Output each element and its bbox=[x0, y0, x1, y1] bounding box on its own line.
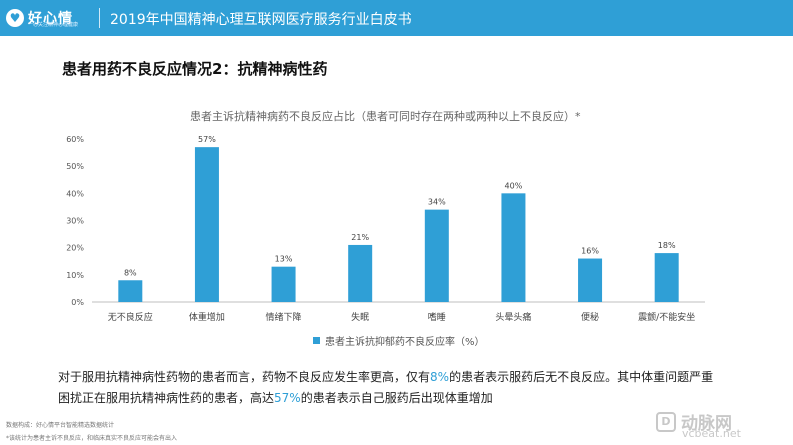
data-label: 16% bbox=[581, 247, 599, 256]
bar bbox=[424, 209, 449, 302]
summary-part1: 对于服用抗精神病性药物的患者而言，药物不良反应发生率更高，仅有 bbox=[58, 370, 431, 384]
data-label: 57% bbox=[198, 135, 216, 144]
chart-legend: 患者主诉抗抑郁药不良反应率（%） bbox=[313, 333, 485, 348]
data-source-note: 数据构成：好心情平台智能精选数据统计 bbox=[6, 422, 115, 429]
bar bbox=[348, 244, 373, 302]
x-tick-label: 情绪下降 bbox=[266, 311, 302, 323]
bar bbox=[194, 147, 219, 302]
bar bbox=[118, 280, 143, 302]
section-title: 患者用药不良反应情况2：抗精神病性药 bbox=[62, 60, 328, 78]
legend-label: 患者主诉抗抑郁药不良反应率（%） bbox=[325, 337, 485, 348]
x-tick-label: 头晕头痛 bbox=[495, 311, 531, 323]
summary-part2: 的患者表示服药后无不良反应。其中体重问题严重困扰正在服用抗精神病性药的患者，高达 bbox=[58, 370, 714, 405]
footnote: *该统计为患者主诉不良反应，和临床真实不良反应可能会有出入 bbox=[6, 435, 178, 442]
bar-chart: 0% 10% 20% 30% 40% 50% 60% 8% 无不良反应 57% 体重增加 13% 情绪下… bbox=[66, 135, 705, 323]
data-label: 18% bbox=[658, 241, 676, 250]
y-tick-label: 30% bbox=[66, 217, 84, 226]
summary-text: 对于服用抗精神病性药物的患者而言，药物不良反应发生率更高，仅有8%的患者表示服药… bbox=[58, 367, 718, 409]
bar bbox=[271, 266, 296, 302]
header-divider bbox=[99, 8, 100, 28]
summary-highlight-weight-gain: 57% bbox=[274, 391, 301, 405]
data-label: 21% bbox=[351, 233, 369, 242]
bar bbox=[501, 193, 526, 302]
data-label: 8% bbox=[124, 268, 137, 277]
y-tick-label: 50% bbox=[66, 162, 84, 171]
summary-highlight-no-reaction: 8% bbox=[430, 370, 450, 384]
heart-icon: ♥ bbox=[6, 9, 24, 27]
report-title: 2019年中国精神心理互联网医疗服务行业白皮书 bbox=[110, 12, 412, 28]
x-tick-label: 便秘 bbox=[581, 311, 599, 323]
y-tick-label: 0% bbox=[71, 298, 84, 307]
x-tick-label: 无不良反应 bbox=[108, 311, 153, 323]
legend-swatch bbox=[313, 337, 320, 344]
chart-title: 患者主诉抗精神病药不良反应占比（患者可同时存在两种或两种以上不良反应）* bbox=[190, 110, 581, 123]
data-label: 40% bbox=[505, 181, 523, 190]
y-tick-label: 20% bbox=[66, 244, 84, 253]
y-tick-label: 40% bbox=[66, 189, 84, 198]
logo-subtitle: 一心关注精神心理健康 bbox=[28, 22, 79, 28]
bar bbox=[654, 253, 679, 302]
y-tick-label: 60% bbox=[66, 135, 84, 144]
header-bar: ♥ 好心情 一心关注精神心理健康 2019年中国精神心理互联网医疗服务行业白皮书 bbox=[0, 0, 793, 36]
x-tick-label: 嗜睡 bbox=[428, 311, 446, 323]
watermark-name: 动脉网 bbox=[681, 414, 732, 434]
y-tick-label: 10% bbox=[66, 271, 84, 280]
watermark-icon: D bbox=[656, 411, 676, 432]
logo-text: 好心情 bbox=[28, 11, 73, 27]
watermark-logo: D 动脉网 bbox=[656, 409, 732, 434]
summary-part3: 的患者表示自己服药后出现体重增加 bbox=[300, 391, 493, 405]
bar bbox=[578, 258, 603, 302]
watermark-url: vcbeat.net bbox=[682, 427, 741, 440]
data-label: 13% bbox=[275, 255, 293, 264]
data-label: 34% bbox=[428, 198, 446, 207]
x-tick-label: 体重增加 bbox=[189, 311, 225, 323]
x-tick-label: 失眠 bbox=[351, 311, 369, 323]
x-tick-label: 震颤/不能安坐 bbox=[638, 311, 695, 323]
brand-logo: ♥ 好心情 bbox=[6, 5, 73, 31]
